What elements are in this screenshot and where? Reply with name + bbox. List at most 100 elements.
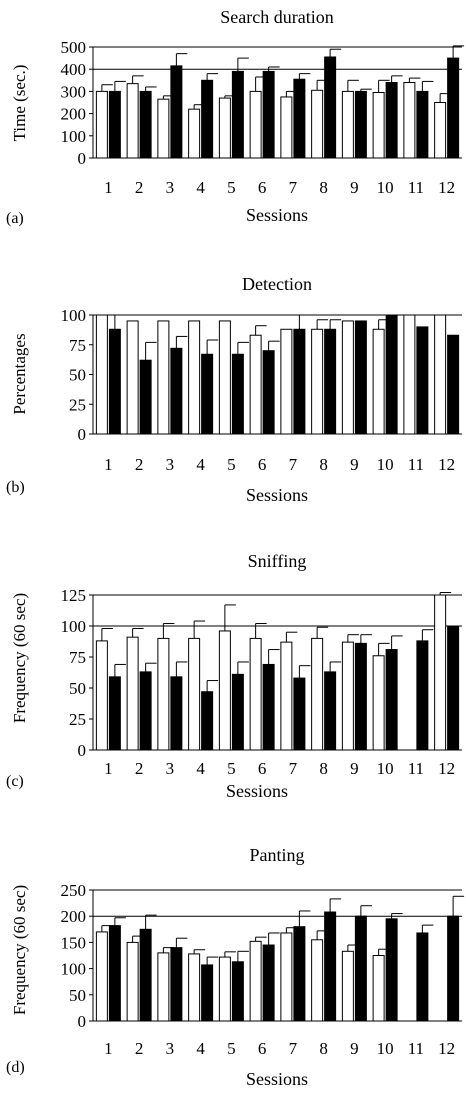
y-tick-label: 200 bbox=[61, 907, 87, 926]
bar-filled bbox=[293, 677, 306, 751]
bar-open bbox=[157, 637, 170, 751]
bar-open bbox=[218, 320, 231, 435]
bar-filled bbox=[385, 649, 398, 751]
x-tick-label: 11 bbox=[408, 759, 424, 778]
y-tick-label: 50 bbox=[69, 679, 86, 698]
bar-open bbox=[249, 940, 262, 1022]
y-tick-label: 100 bbox=[61, 306, 87, 325]
x-tick-label: 4 bbox=[196, 1039, 205, 1058]
x-tick-label: 10 bbox=[377, 178, 394, 197]
y-tick-label: 75 bbox=[69, 336, 86, 355]
bar-open bbox=[403, 82, 416, 159]
bar-open bbox=[311, 939, 324, 1022]
y-tick-label: 125 bbox=[61, 586, 87, 605]
bar-open bbox=[218, 956, 231, 1022]
bar-open bbox=[188, 108, 201, 159]
bar-filled bbox=[231, 353, 244, 435]
bar-filled bbox=[231, 70, 244, 159]
bar-open bbox=[311, 89, 324, 159]
x-tick-label: 12 bbox=[438, 759, 455, 778]
bar-filled bbox=[416, 90, 429, 159]
x-tick-label: 2 bbox=[135, 178, 144, 197]
bar-filled bbox=[201, 353, 214, 435]
bar-filled bbox=[354, 90, 367, 159]
x-tick-label: 2 bbox=[135, 1039, 144, 1058]
bar-open bbox=[280, 96, 293, 159]
bar-open bbox=[372, 328, 385, 435]
x-axis-label: Sessions bbox=[246, 205, 308, 225]
y-tick-label: 75 bbox=[69, 648, 86, 667]
bar-open bbox=[311, 637, 324, 751]
panel-label: (b) bbox=[6, 479, 25, 496]
bar-filled bbox=[385, 918, 398, 1022]
x-tick-label: 5 bbox=[227, 455, 236, 474]
x-tick-label: 4 bbox=[196, 455, 205, 474]
x-tick-label: 12 bbox=[438, 455, 455, 474]
bar-filled bbox=[139, 90, 152, 159]
bar-filled bbox=[385, 82, 398, 159]
bar-open bbox=[157, 98, 170, 159]
y-axis-label: Percentages bbox=[10, 333, 29, 414]
bar-filled bbox=[231, 673, 244, 751]
bar-filled bbox=[324, 911, 337, 1022]
x-tick-label: 3 bbox=[166, 455, 175, 474]
y-tick-label: 200 bbox=[61, 105, 87, 124]
panel-b: Detection Percentages Sessions (b) bbox=[6, 274, 312, 505]
x-tick-label: 2 bbox=[135, 455, 144, 474]
bar-filled bbox=[170, 65, 183, 159]
x-tick-label: 4 bbox=[196, 759, 205, 778]
x-axis-label: Sessions bbox=[226, 781, 288, 801]
x-tick-label: 9 bbox=[350, 759, 359, 778]
bar-open bbox=[341, 90, 354, 159]
bar-open bbox=[126, 636, 139, 751]
x-tick-label: 1 bbox=[104, 178, 113, 197]
y-tick-label: 25 bbox=[69, 710, 86, 729]
y-axis-label: Frequency (60 sec) bbox=[10, 593, 29, 723]
x-tick-label: 6 bbox=[258, 759, 267, 778]
x-tick-label: 11 bbox=[408, 455, 424, 474]
panel-c: Sniffing Frequency (60 sec) Sessions (c) bbox=[6, 551, 306, 801]
x-tick-label: 7 bbox=[289, 178, 298, 197]
y-tick-label: 0 bbox=[78, 425, 87, 444]
bar-filled bbox=[385, 314, 398, 435]
bar-open bbox=[372, 92, 385, 159]
bar-filled bbox=[262, 70, 275, 159]
bar-open bbox=[341, 950, 354, 1022]
x-tick-label: 6 bbox=[258, 1039, 267, 1058]
bar-open bbox=[95, 314, 108, 435]
y-tick-label: 50 bbox=[69, 366, 86, 385]
bar-open bbox=[157, 320, 170, 435]
x-tick-label: 3 bbox=[166, 759, 175, 778]
y-tick-label: 500 bbox=[61, 38, 87, 57]
x-tick-label: 12 bbox=[438, 1039, 455, 1058]
x-tick-label: 7 bbox=[289, 1039, 298, 1058]
bar-filled bbox=[324, 671, 337, 751]
bar-open bbox=[188, 637, 201, 751]
bar-filled bbox=[354, 915, 367, 1022]
bar-open bbox=[341, 641, 354, 751]
bar-open bbox=[434, 594, 447, 751]
y-tick-label: 100 bbox=[61, 960, 87, 979]
bar-filled bbox=[201, 964, 214, 1022]
y-tick-label: 25 bbox=[69, 395, 86, 414]
y-tick-label: 150 bbox=[61, 933, 87, 952]
x-tick-label: 3 bbox=[166, 178, 175, 197]
x-tick-label: 6 bbox=[258, 455, 267, 474]
bar-filled bbox=[324, 328, 337, 435]
x-tick-label: 10 bbox=[377, 759, 394, 778]
bar-filled bbox=[293, 78, 306, 159]
bar-open bbox=[95, 90, 108, 159]
x-tick-label: 7 bbox=[289, 455, 298, 474]
panel-a: Search duration Time (sec.) Sessions (a) bbox=[6, 7, 334, 227]
x-tick-label: 9 bbox=[350, 178, 359, 197]
panel-label: (c) bbox=[6, 773, 24, 790]
x-axis-label: Sessions bbox=[246, 1069, 308, 1089]
bar-open bbox=[280, 328, 293, 435]
x-tick-label: 1 bbox=[104, 759, 113, 778]
bar-filled bbox=[416, 640, 429, 751]
bar-filled bbox=[108, 328, 121, 435]
bar-filled bbox=[262, 663, 275, 751]
bar-open bbox=[95, 640, 108, 751]
panel-label: (a) bbox=[6, 210, 24, 227]
